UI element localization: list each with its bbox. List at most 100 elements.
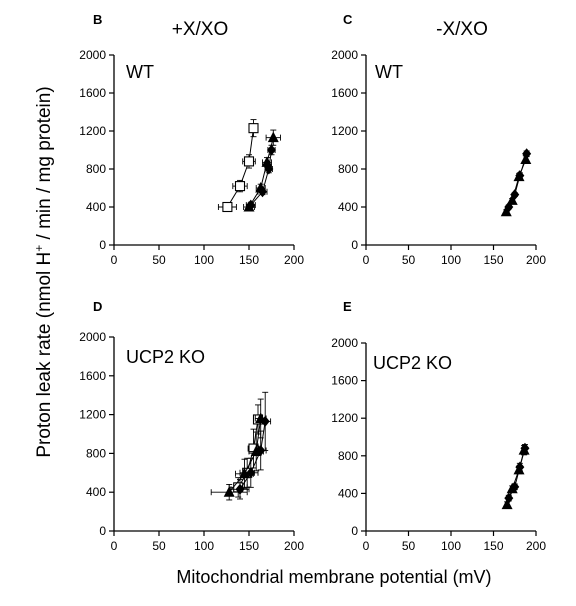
data-point-diamond <box>260 415 270 427</box>
x-axis-title: Mitochondrial membrane potential (mV) <box>176 567 491 587</box>
y-tick-label: 800 <box>86 162 106 176</box>
x-tick-label: 100 <box>441 539 461 553</box>
panel-b: B WT 0 400 800 1200 1600 2000 0 50 100 150 200 <box>79 12 304 267</box>
data-point-triangle <box>500 205 512 217</box>
series-diamond-filled <box>245 144 276 211</box>
data-point-diamond <box>510 481 520 493</box>
y-tick-label: 400 <box>86 485 106 499</box>
data-point-diamond <box>267 144 276 156</box>
y-tick-label: 0 <box>351 524 358 538</box>
y-tick-label: 1200 <box>331 411 358 425</box>
panel-c: C WT 0 400 800 1200 1600 2000 0 50 100 150 200 <box>331 12 546 267</box>
data-point-triangle <box>223 486 235 497</box>
y-tick-label: 2000 <box>79 330 106 344</box>
y-tick-label: 1200 <box>331 124 358 138</box>
x-tick-label: 100 <box>194 539 214 553</box>
y-tick-label: 0 <box>99 238 106 252</box>
panel-inset-label: UCP2 KO <box>373 353 452 373</box>
data-point-diamond <box>235 483 245 495</box>
x-tick-label: 200 <box>526 539 546 553</box>
series-line <box>508 153 528 208</box>
series-line <box>250 149 272 206</box>
data-point-square <box>248 123 259 134</box>
data-point-diamond <box>522 148 532 160</box>
column-header-right: -X/XO <box>436 19 488 40</box>
column-header-left: +X/XO <box>172 19 229 40</box>
data-point-triangle <box>520 153 532 164</box>
x-tick-label: 150 <box>483 253 503 267</box>
panel-letter: D <box>93 299 102 314</box>
x-tick-label: 150 <box>483 539 503 553</box>
data-point-diamond <box>510 189 520 201</box>
y-tick-label: 0 <box>99 524 106 538</box>
data-point-square <box>222 201 233 213</box>
x-tick-label: 100 <box>194 253 214 267</box>
panel-letter: C <box>343 12 353 27</box>
y-tick-label: 1600 <box>79 86 106 100</box>
data-point-diamond <box>504 492 514 504</box>
x-tick-label: 200 <box>284 253 304 267</box>
x-tick-label: 200 <box>284 539 304 553</box>
x-tick-label: 200 <box>526 253 546 267</box>
y-tick-label: 2000 <box>331 336 358 350</box>
y-tick-label: 400 <box>338 486 358 500</box>
x-tick-label: 50 <box>152 539 166 553</box>
panel-letter: B <box>93 12 102 27</box>
panel-inset-label: UCP2 KO <box>126 347 205 367</box>
x-tick-label: 50 <box>152 253 166 267</box>
data-point-diamond <box>515 461 525 473</box>
x-tick-label: 100 <box>441 253 461 267</box>
data-point-triangle <box>501 498 513 510</box>
series-line <box>508 448 526 499</box>
y-tick-label: 400 <box>338 200 358 214</box>
series-square-open <box>217 119 259 213</box>
series-line <box>239 421 266 490</box>
panel-letter: E <box>343 299 352 314</box>
data-point-diamond <box>246 199 256 211</box>
series-diamond-filled <box>230 391 272 500</box>
x-tick-label: 0 <box>111 539 118 553</box>
data-point-diamond <box>264 163 274 175</box>
y-tick-label: 0 <box>351 238 358 252</box>
y-tick-label: 400 <box>86 200 106 214</box>
data-point-diamond <box>246 467 256 479</box>
panel-e: E UCP2 KO 0 400 800 1200 1600 2000 0 50 100 150 200 <box>331 299 546 553</box>
data-point-triangle <box>267 131 279 143</box>
y-tick-label: 800 <box>338 449 358 463</box>
data-point-square <box>243 156 255 167</box>
x-tick-label: 0 <box>363 539 370 553</box>
x-tick-label: 50 <box>402 253 416 267</box>
y-tick-label: 1600 <box>79 369 106 383</box>
x-tick-label: 150 <box>239 253 259 267</box>
data-point-square <box>234 181 246 192</box>
series-diamond-filled <box>504 148 532 213</box>
y-tick-label: 1200 <box>79 408 106 422</box>
data-point-diamond <box>520 442 530 454</box>
y-tick-label: 1600 <box>331 86 358 100</box>
y-axis-title: Proton leak rate (nmol H+ / min / mg pro… <box>32 86 55 457</box>
y-tick-label: 1600 <box>331 374 358 388</box>
x-tick-label: 0 <box>111 253 118 267</box>
y-tick-label: 800 <box>338 162 358 176</box>
y-axis-title-sup: + <box>32 245 46 252</box>
data-point-diamond <box>258 186 267 198</box>
x-tick-label: 0 <box>363 253 370 267</box>
series-diamond-filled <box>504 442 530 504</box>
x-tick-label: 50 <box>402 539 416 553</box>
y-tick-label: 2000 <box>79 48 106 62</box>
series-triangle-filled <box>243 129 281 212</box>
x-tick-label: 150 <box>239 539 259 553</box>
y-tick-label: 2000 <box>331 48 358 62</box>
y-axis-title-main: Proton leak rate (nmol H <box>34 252 55 458</box>
panel-d: D UCP2 KO 0 400 800 1200 1600 2000 0 50 100 150 200 <box>79 299 304 553</box>
panel-inset-label: WT <box>375 62 403 82</box>
y-tick-label: 800 <box>86 446 106 460</box>
y-tick-label: 1200 <box>79 124 106 138</box>
data-point-diamond <box>504 201 514 213</box>
series-line <box>226 128 254 208</box>
y-axis-title-tail: / min / mg protein) <box>34 86 55 244</box>
data-point-diamond <box>515 170 525 182</box>
data-point-diamond <box>256 444 266 456</box>
